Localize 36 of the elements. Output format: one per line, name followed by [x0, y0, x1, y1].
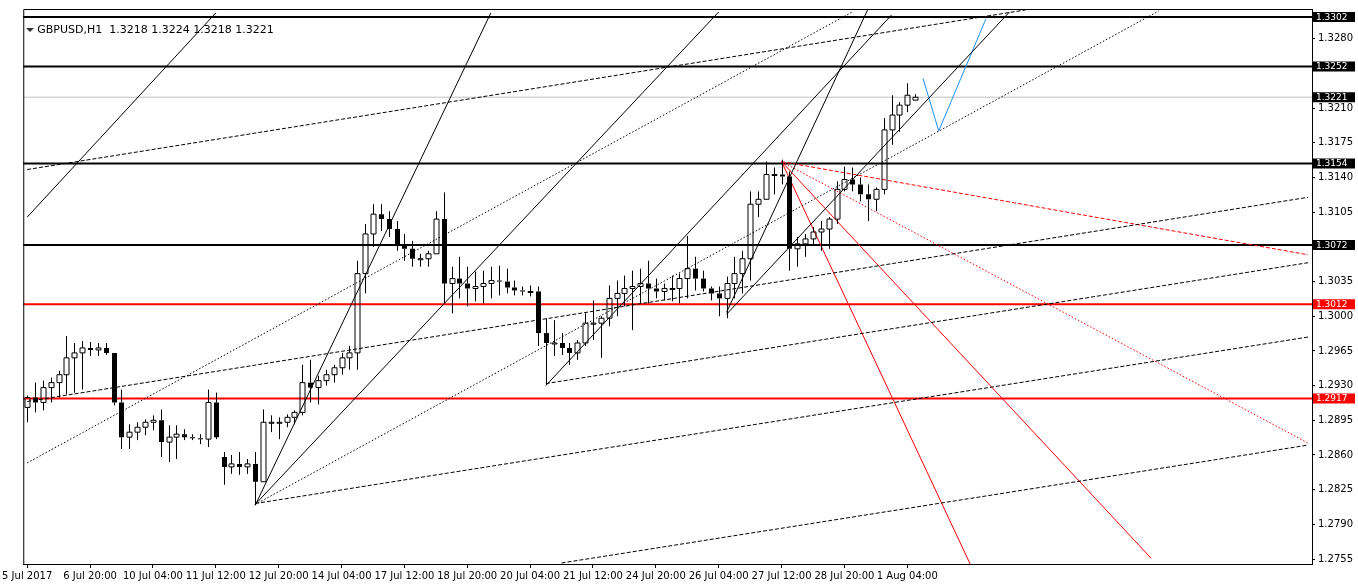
- x-tick-label: 5 Jul 2017: [2, 569, 53, 581]
- x-tick-label: 1 Aug 04:00: [876, 569, 938, 581]
- ref-line-label: 1.3221: [1316, 92, 1348, 103]
- x-tick-label: 17 Jul 12:00: [374, 569, 435, 581]
- ref-line-label: 1.3072: [1316, 239, 1348, 250]
- x-tick-label: 28 Jul 20:00: [814, 569, 875, 581]
- ref-line-label: 1.3252: [1316, 61, 1348, 72]
- x-tick-label: 24 Jul 20:00: [625, 569, 686, 581]
- x-tick-label: 10 Jul 04:00: [122, 569, 183, 581]
- ref-line-label: 1.3012: [1316, 299, 1348, 310]
- x-tick-label: 26 Jul 04:00: [688, 569, 749, 581]
- x-tick-label: 27 Jul 12:00: [751, 569, 812, 581]
- y-tick-label: 1.2930: [1318, 379, 1353, 391]
- x-tick-label: 18 Jul 20:00: [437, 569, 498, 581]
- x-tick-label: 6 Jul 20:00: [63, 569, 117, 581]
- y-tick-label: 1.3000: [1318, 309, 1353, 321]
- x-tick-label: 21 Jul 12:00: [562, 569, 623, 581]
- ref-line-label: 1.3154: [1316, 158, 1348, 169]
- x-tick-label: 11 Jul 12:00: [185, 569, 246, 581]
- y-tick-label: 1.2755: [1318, 552, 1353, 564]
- y-tick-label: 1.3105: [1318, 205, 1353, 217]
- x-tick-label: 12 Jul 20:00: [248, 569, 309, 581]
- y-tick-label: 1.3175: [1318, 136, 1353, 148]
- y-tick-label: 1.2825: [1318, 483, 1353, 495]
- y-tick-label: 1.3140: [1318, 171, 1353, 183]
- y-tick-label: 1.3280: [1318, 32, 1353, 44]
- x-tick-label: 20 Jul 04:00: [500, 569, 561, 581]
- y-tick-label: 1.2965: [1318, 344, 1353, 356]
- y-tick-label: 1.2895: [1318, 413, 1353, 425]
- ref-line-label: 1.2917: [1316, 393, 1348, 404]
- y-tick-label: 1.3210: [1318, 101, 1353, 113]
- ref-line-label: 1.3302: [1316, 11, 1348, 22]
- x-tick-label: 14 Jul 04:00: [311, 569, 372, 581]
- y-tick-label: 1.2790: [1318, 517, 1353, 529]
- y-tick-label: 1.2860: [1318, 448, 1353, 460]
- y-tick-label: 1.3035: [1318, 275, 1353, 287]
